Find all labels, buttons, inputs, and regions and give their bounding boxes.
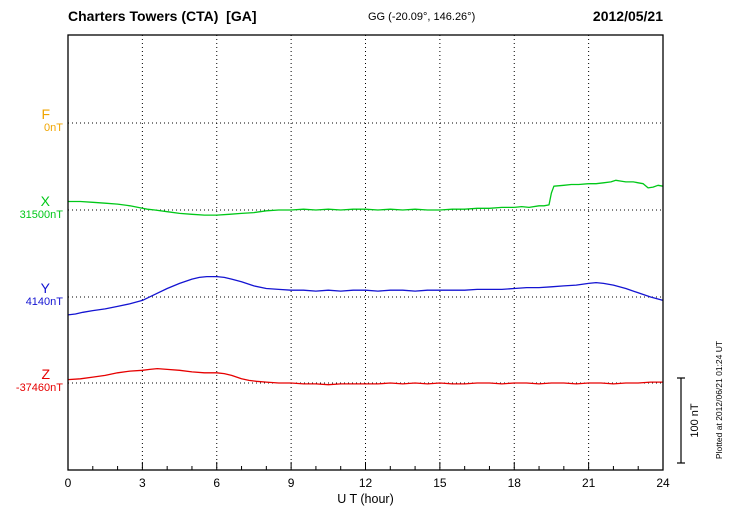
trace-label-y: Y 4140nT: [0, 280, 63, 309]
x-axis-title: U T (hour): [337, 492, 394, 506]
trace-X: [68, 179, 664, 216]
trace-letter-y: Y: [40, 280, 50, 296]
x-tick-label-18: 18: [508, 476, 522, 490]
trace-refvalue-x: 31500nT: [19, 209, 63, 221]
x-tick-label-6: 6: [213, 476, 220, 490]
trace-letter-f: F: [41, 106, 50, 122]
trace-label-f: F 0nT: [0, 106, 63, 135]
trace-letter-z: Z: [41, 366, 50, 382]
trace-label-z: Z -37460nT: [0, 366, 63, 395]
x-tick-label-3: 3: [139, 476, 146, 490]
trace-Z: [67, 367, 663, 386]
trace-label-x: X 31500nT: [0, 193, 63, 222]
x-tick-label-24: 24: [656, 476, 670, 490]
geographic-coordinates: GG (-20.09°, 146.26°): [368, 11, 476, 23]
trace-refvalue-f: 0nT: [44, 122, 63, 134]
scale-bar-label: 100 nT: [689, 403, 701, 438]
observation-date: 2012/05/21: [592, 8, 663, 24]
plotted-at-note: Plotted at 2012/06/21 01:24 UT: [714, 341, 724, 459]
x-tick-label-15: 15: [433, 476, 447, 490]
x-tick-label-12: 12: [359, 476, 373, 490]
trace-refvalue-y: 4140nT: [25, 296, 63, 308]
x-tick-label-9: 9: [288, 476, 295, 490]
station-title: Charters Towers (CTA) [GA]: [68, 8, 257, 24]
trace-refvalue-z: -37460nT: [15, 382, 63, 394]
trace-letter-x: X: [40, 193, 50, 209]
x-tick-label-0: 0: [65, 476, 72, 490]
trace-Y: [67, 275, 664, 316]
x-tick-label-21: 21: [582, 476, 596, 490]
plot-frame: [67, 34, 664, 471]
